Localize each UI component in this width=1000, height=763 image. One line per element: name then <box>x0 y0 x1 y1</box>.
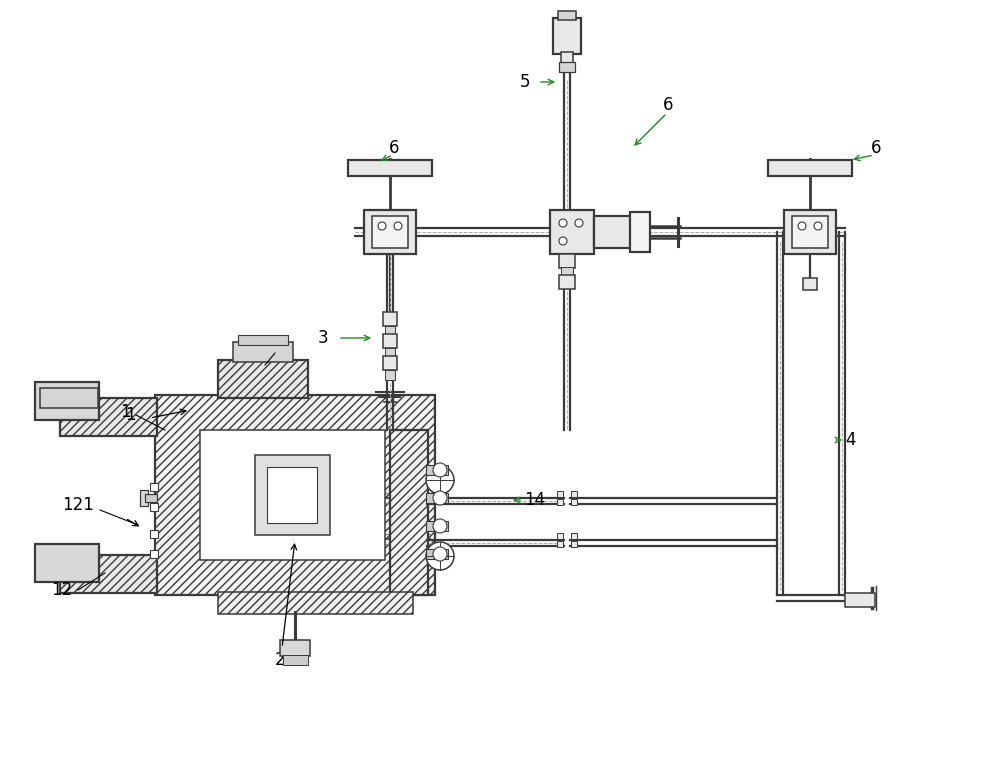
Bar <box>571 491 577 497</box>
Text: 3: 3 <box>318 329 328 347</box>
Bar <box>155 395 435 595</box>
Bar <box>385 348 395 358</box>
Circle shape <box>559 219 567 227</box>
Circle shape <box>433 463 447 477</box>
Bar <box>140 490 148 506</box>
Bar <box>803 278 817 290</box>
Bar <box>60 398 157 436</box>
Text: 5: 5 <box>520 73 530 91</box>
Bar <box>559 254 575 268</box>
Bar <box>40 388 98 408</box>
Bar <box>561 267 573 277</box>
Bar <box>35 382 99 420</box>
Text: 12: 12 <box>51 581 73 599</box>
Bar <box>571 533 577 539</box>
Bar <box>348 160 432 176</box>
Bar <box>150 483 158 491</box>
Bar <box>200 430 385 560</box>
Text: 6: 6 <box>389 139 399 157</box>
Text: 13: 13 <box>264 336 286 354</box>
Text: 121: 121 <box>62 496 94 514</box>
Bar <box>550 210 594 254</box>
Bar <box>561 52 573 64</box>
Bar <box>557 491 563 497</box>
Bar <box>559 62 575 72</box>
Text: 6: 6 <box>663 96 673 114</box>
Circle shape <box>378 222 386 230</box>
Bar <box>571 499 577 505</box>
Bar <box>218 360 308 398</box>
Circle shape <box>433 547 447 561</box>
Bar <box>283 655 308 665</box>
Bar <box>557 499 563 505</box>
Circle shape <box>394 222 402 230</box>
Bar <box>218 592 413 614</box>
Text: 6: 6 <box>871 139 881 157</box>
Bar <box>784 210 836 254</box>
Text: 14: 14 <box>524 491 546 509</box>
Bar <box>364 210 416 254</box>
Bar <box>383 356 397 370</box>
Circle shape <box>814 222 822 230</box>
Bar <box>557 533 563 539</box>
Bar <box>385 370 395 380</box>
Bar <box>768 160 852 176</box>
Bar <box>238 335 288 345</box>
Circle shape <box>798 222 806 230</box>
Circle shape <box>426 466 454 494</box>
Bar <box>35 544 99 582</box>
Bar <box>630 212 650 252</box>
Circle shape <box>433 491 447 505</box>
Bar <box>280 640 310 656</box>
Bar <box>60 555 157 593</box>
Bar <box>150 503 158 511</box>
Text: 2: 2 <box>275 651 285 669</box>
Bar <box>559 275 575 289</box>
Text: 1: 1 <box>120 403 130 421</box>
Bar <box>255 455 330 535</box>
Bar <box>426 493 448 503</box>
Bar <box>553 18 581 54</box>
Bar <box>385 326 395 336</box>
Bar <box>594 216 632 248</box>
Bar <box>150 550 158 558</box>
Bar <box>267 467 317 523</box>
Circle shape <box>575 219 583 227</box>
Text: 1: 1 <box>125 406 135 424</box>
Bar <box>571 541 577 547</box>
Bar <box>426 549 448 559</box>
Circle shape <box>426 542 454 570</box>
Circle shape <box>559 237 567 245</box>
Bar <box>372 216 408 248</box>
Bar <box>792 216 828 248</box>
Bar <box>557 541 563 547</box>
Bar <box>390 430 428 595</box>
Bar <box>845 593 875 607</box>
Text: 4: 4 <box>845 431 856 449</box>
Bar <box>145 494 157 502</box>
Bar <box>150 530 158 538</box>
Circle shape <box>433 519 447 533</box>
Bar <box>383 312 397 326</box>
Bar <box>564 210 570 254</box>
Bar <box>383 334 397 348</box>
Bar <box>426 521 448 531</box>
Bar <box>558 11 576 20</box>
Bar <box>426 465 448 475</box>
Bar <box>233 342 293 362</box>
